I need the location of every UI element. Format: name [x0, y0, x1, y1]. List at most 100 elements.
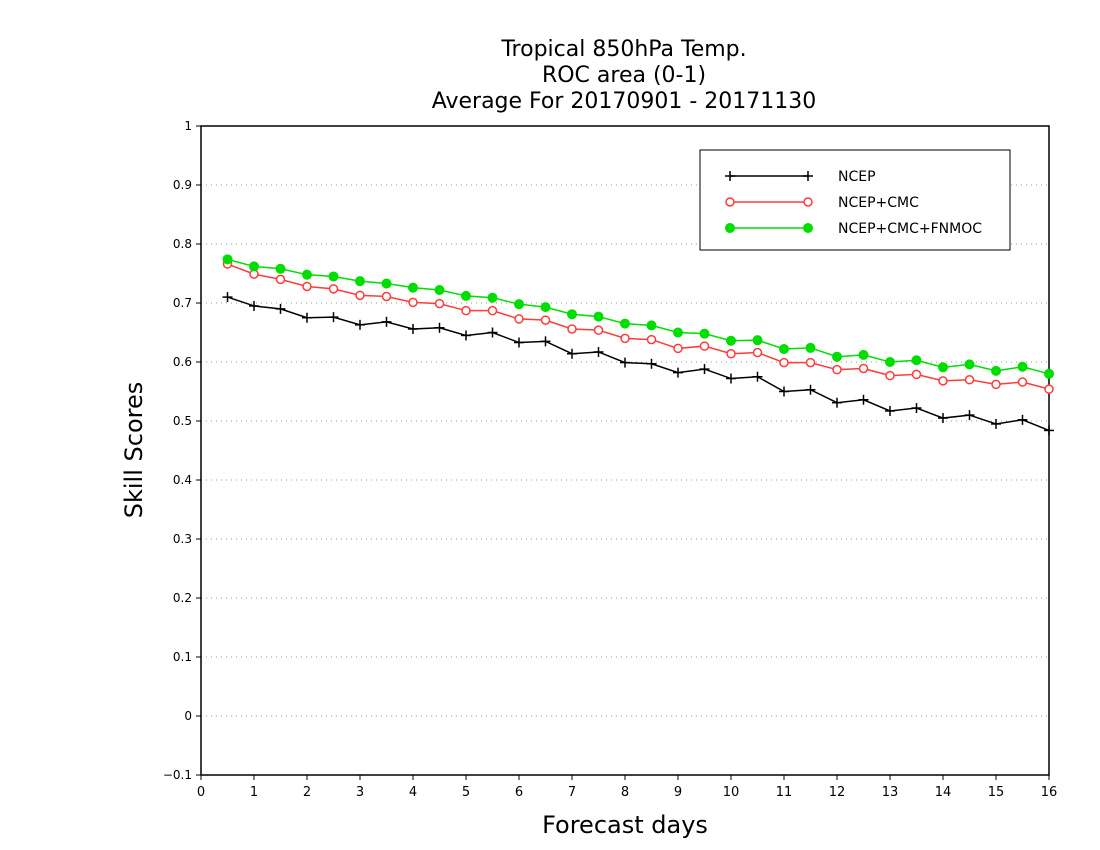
- y-tick-label: 0.3: [173, 532, 192, 546]
- data-point: [1044, 384, 1054, 394]
- data-point: [620, 318, 630, 329]
- x-tick-label: 15: [988, 785, 1005, 800]
- x-tick-label: 11: [776, 785, 793, 800]
- data-point: [752, 335, 763, 346]
- data-point: [355, 319, 365, 330]
- x-axis: 0 1 2 3 4 5 6 7 8 9 10 11 12 13 14 15 16: [197, 775, 1057, 800]
- data-point: [673, 343, 683, 354]
- data-point: [408, 282, 418, 293]
- data-point: [222, 254, 233, 265]
- x-tick-label: 8: [621, 785, 629, 800]
- data-point: [779, 357, 789, 368]
- data-point: [567, 309, 577, 320]
- chart-title-line-3: Average For 20170901 - 20171130: [431, 89, 817, 114]
- legend-item-1: NCEP+CMC: [725, 195, 919, 211]
- data-point: [540, 315, 551, 325]
- data-point: [858, 349, 869, 360]
- data-point: [938, 413, 948, 424]
- data-point: [991, 365, 1001, 376]
- data-point: [805, 342, 816, 353]
- y-tick-label: 0.9: [173, 178, 192, 192]
- data-point: [858, 394, 869, 405]
- y-tick-label: 0.5: [173, 414, 192, 428]
- chart-title-line-2: ROC area (0-1): [541, 63, 707, 88]
- data-point: [832, 351, 842, 362]
- data-point: [885, 370, 895, 381]
- data-point: [381, 278, 392, 289]
- y-tick-label: 0.8: [173, 237, 192, 251]
- data-point: [593, 311, 604, 322]
- y-tick-label: 0.4: [173, 473, 192, 487]
- series-2: [222, 254, 1054, 379]
- grid-lines: [201, 184, 1049, 717]
- y-tick-label: 0.1: [173, 650, 192, 664]
- legend-item-0: NCEP: [725, 169, 876, 185]
- legend-item-2: NCEP+CMC+FNMOC: [725, 221, 982, 237]
- data-point: [540, 302, 551, 313]
- data-point: [1017, 414, 1028, 425]
- y-tick-label: 0.2: [173, 591, 192, 605]
- data-point: [355, 290, 365, 301]
- data-point: [249, 261, 259, 272]
- legend-items: NCEP NCEP+CMC NCEP+CMC+FNMOC: [725, 169, 982, 237]
- data-point: [461, 290, 471, 301]
- data-point: [726, 335, 736, 346]
- data-point: [911, 355, 922, 366]
- data-point: [673, 327, 683, 338]
- legend-marker: [725, 223, 735, 233]
- x-tick-label: 1: [250, 785, 258, 800]
- data-point: [620, 333, 630, 344]
- data-point: [567, 348, 577, 359]
- x-tick-label: 14: [935, 785, 952, 800]
- legend-box: [699, 149, 1011, 251]
- data-point: [302, 281, 312, 292]
- chart-title-line-1: Tropical 850hPa Temp.: [501, 37, 747, 62]
- legend-marker: [803, 197, 813, 207]
- data-point: [328, 271, 339, 282]
- data-point: [514, 314, 524, 324]
- data-point: [514, 337, 524, 348]
- data-point: [461, 305, 471, 316]
- data-point: [249, 300, 259, 311]
- x-tick-label: 5: [462, 785, 470, 800]
- legend-label: NCEP: [838, 169, 876, 185]
- data-point: [832, 364, 842, 375]
- data-point: [885, 405, 895, 416]
- data-point: [408, 297, 418, 308]
- data-point: [832, 397, 842, 408]
- data-point: [726, 373, 736, 384]
- data-point: [673, 367, 683, 378]
- data-point: [964, 359, 975, 370]
- x-tick-label: 12: [829, 785, 846, 800]
- data-point: [1017, 361, 1028, 372]
- y-tick-label: 1: [184, 119, 192, 133]
- x-tick-label: 2: [303, 785, 311, 800]
- series-0: [222, 292, 1054, 436]
- legend-label: NCEP+CMC+FNMOC: [838, 221, 982, 237]
- series-1: [222, 259, 1054, 394]
- data-point: [567, 324, 577, 334]
- data-point: [991, 379, 1001, 390]
- data-point: [752, 347, 763, 358]
- series-layer: [222, 254, 1054, 436]
- data-point: [275, 263, 286, 274]
- x-tick-label: 7: [568, 785, 576, 800]
- y-tick-label: −0.1: [163, 768, 192, 782]
- x-tick-label: 3: [356, 785, 364, 800]
- data-point: [593, 325, 604, 335]
- data-point: [779, 386, 789, 397]
- data-point: [593, 346, 604, 357]
- series-line: [227, 296, 1050, 432]
- data-point: [699, 328, 710, 339]
- series-line: [227, 258, 1050, 375]
- data-point: [1017, 377, 1028, 387]
- data-point: [646, 320, 657, 331]
- series-line: [227, 263, 1050, 390]
- data-point: [964, 410, 975, 421]
- x-tick-label: 13: [882, 785, 899, 800]
- data-point: [646, 334, 657, 345]
- data-point: [991, 418, 1001, 429]
- y-axis: −0.1 0 0.1 0.2 0.3 0.4 0.5 0.6 0.7 0.8 0.9 1: [163, 119, 201, 782]
- data-point: [275, 274, 286, 285]
